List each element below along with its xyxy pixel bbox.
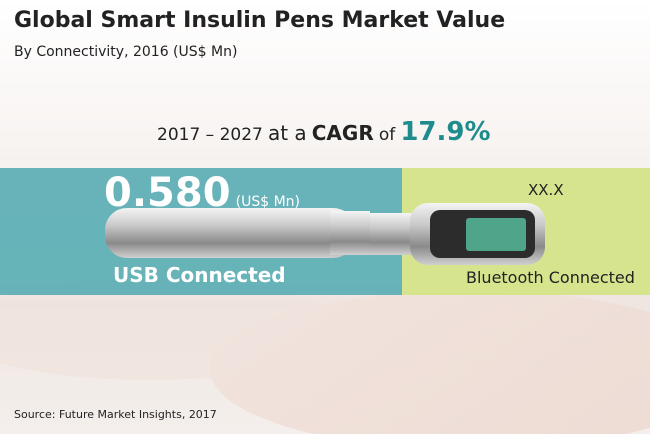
cagr-line: 2017 – 2027 at a CAGR of 17.9% — [157, 117, 491, 150]
bluetooth-value: XX.X — [528, 181, 564, 199]
usb-value-group: 0.580 (US$ Mn) — [104, 170, 300, 216]
usb-value: 0.580 — [104, 170, 231, 216]
cagr-value: 17.9% — [400, 117, 491, 147]
bluetooth-label: Bluetooth Connected — [466, 268, 635, 287]
cagr-of: of — [378, 125, 396, 145]
source: Source: Future Market Insights, 2017 — [14, 408, 217, 421]
cagr-label: CAGR — [311, 121, 374, 145]
title: Global Smart Insulin Pens Market Value — [14, 8, 506, 33]
cagr-text: at a — [267, 121, 307, 145]
usb-unit: (US$ Mn) — [235, 194, 300, 210]
subtitle: By Connectivity, 2016 (US$ Mn) — [14, 44, 238, 60]
cagr-period: 2017 – 2027 — [157, 125, 263, 145]
usb-label: USB Connected — [113, 263, 286, 287]
